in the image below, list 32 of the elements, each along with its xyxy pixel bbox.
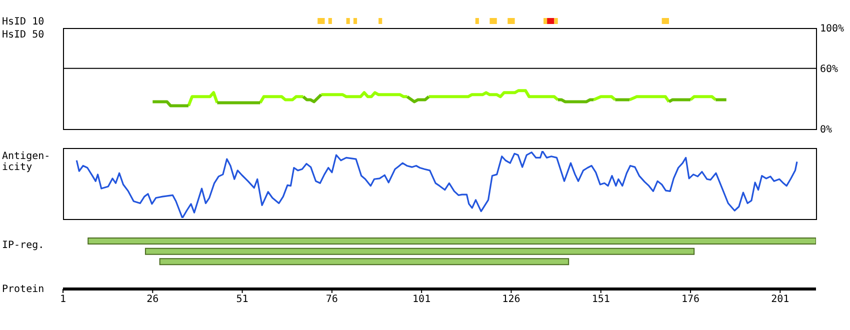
y-tick-label: HsID 50 [2, 30, 44, 40]
bar [378, 18, 382, 24]
bar [159, 258, 570, 266]
x-axis-title: Protein [2, 284, 44, 295]
x-tick-label: 201 [771, 294, 790, 306]
bar [554, 18, 558, 24]
y-tick-label: 60% [820, 64, 838, 75]
bar [475, 18, 479, 24]
x-tick-label: 126 [502, 294, 520, 306]
y-axis-title: Antigen-icity [2, 151, 50, 173]
bar [490, 18, 497, 24]
bar [144, 248, 695, 255]
y-tick-label: HsID 10 [2, 16, 44, 28]
x-tick-label: 101 [412, 294, 431, 306]
bar [88, 238, 816, 244]
bar [318, 18, 325, 24]
x-tick-label: 51 [236, 294, 248, 306]
y-tick-label: 0% [820, 124, 832, 136]
x-tick-label: 26 [146, 294, 159, 306]
bar [328, 18, 332, 24]
bar [508, 18, 515, 24]
y-axis-title: IP-reg. [2, 240, 44, 251]
bar [346, 18, 350, 24]
x-tick-label: 76 [326, 294, 338, 306]
x-tick-label: 151 [592, 294, 610, 306]
x-tick-label: 1 [60, 294, 66, 306]
bar [353, 18, 358, 24]
bar [543, 18, 548, 24]
bar [662, 18, 669, 24]
bar [547, 18, 554, 24]
y-tick-label: 100% [820, 24, 844, 35]
x-tick-label: 176 [681, 294, 700, 306]
